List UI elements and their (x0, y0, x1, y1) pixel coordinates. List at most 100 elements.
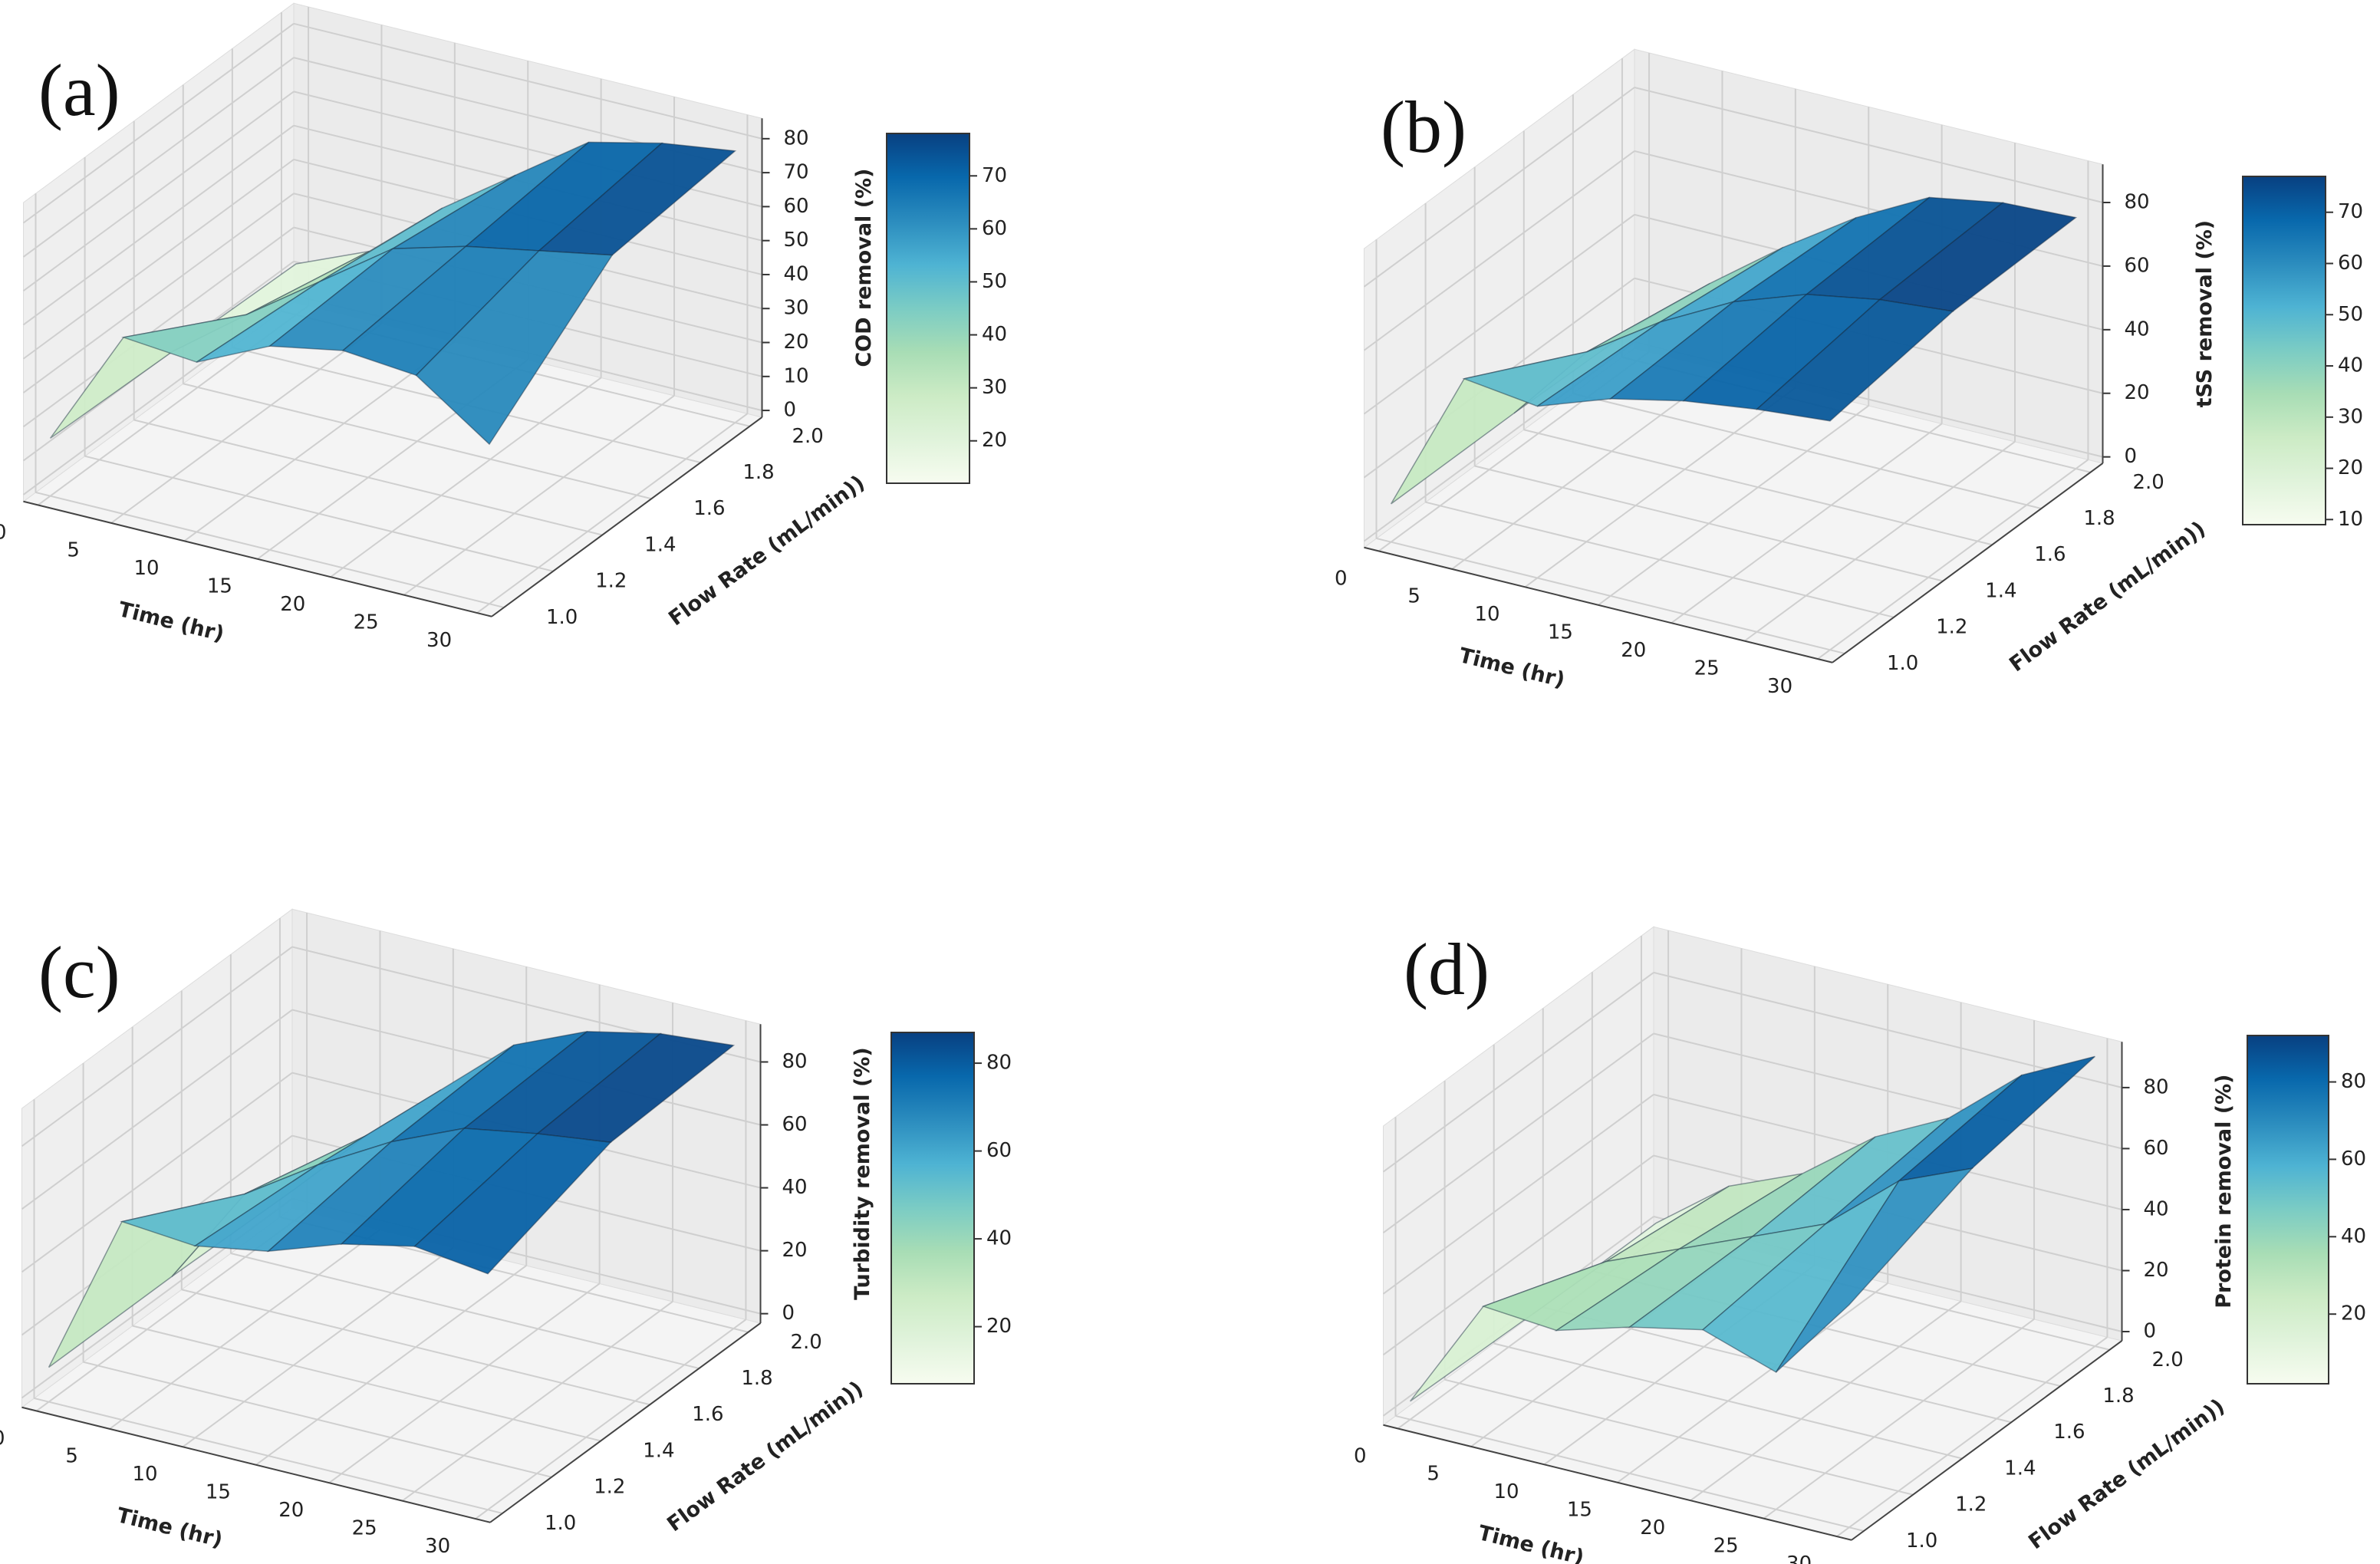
z-axis-label: Protein removal (%) (2212, 1074, 2236, 1308)
y-tick-label: 1.0 (1906, 1529, 1937, 1552)
z-tick-label: 0 (2125, 445, 2138, 468)
grid-line (1363, 87, 1635, 288)
z-tick-label: 20 (782, 1239, 808, 1262)
z-tick-label: 40 (2125, 318, 2150, 341)
y-axis-label: Flow Rate (mL/min)) (2024, 1394, 2229, 1554)
z-tick-label: 60 (784, 195, 809, 218)
y-tick-label: 1.8 (742, 461, 774, 484)
x-tick-label: 15 (1567, 1499, 1592, 1522)
panel-label: (d) (1404, 928, 1490, 1010)
x-tick-label: 15 (1548, 621, 1573, 644)
z-tick-label: 20 (2144, 1259, 2169, 1282)
colorbar-tick-label: 20 (2338, 456, 2363, 479)
grid-line (83, 1361, 552, 1478)
y-tick-label: 2.0 (790, 1331, 821, 1354)
x-tick-label: 20 (1640, 1516, 1665, 1539)
grid-line (21, 946, 293, 1147)
grid-line (1425, 501, 1894, 618)
x-axis-label: Time (hr) (1476, 1521, 1586, 1564)
x-tick-label: 15 (206, 1481, 231, 1504)
y-tick-label: 1.4 (1985, 579, 2016, 602)
x-tick-label: 0 (1335, 567, 1348, 590)
grid-line (1653, 1032, 2122, 1150)
y-tick-label: 1.2 (1936, 616, 1967, 639)
grid-line (1382, 1032, 1654, 1234)
x-tick-label: 10 (132, 1463, 157, 1486)
y-tick-label: 1.2 (595, 570, 627, 593)
x-tick-label: 5 (67, 539, 80, 562)
grid-line (1598, 405, 1869, 606)
panel-label: (b) (1381, 86, 1467, 168)
y-axis-label: Flow Rate (mL/min)) (664, 471, 869, 631)
y-tick-label: 1.8 (741, 1367, 772, 1390)
axis-line (1832, 463, 2104, 663)
y-tick-label: 1.4 (2004, 1457, 2036, 1480)
colorbar-tick-label: 50 (982, 270, 1007, 293)
panel-label: (a) (38, 49, 120, 131)
y-axis-label: Flow Rate (mL/min)) (663, 1377, 867, 1536)
z-axis-label: Turbidity removal (%) (851, 1047, 874, 1300)
grid-line (403, 395, 675, 596)
surface-face (413, 1133, 612, 1275)
x-axis-label: Time (hr) (114, 1503, 225, 1552)
x-tick-label: 20 (278, 1499, 304, 1522)
grid-line (401, 1301, 673, 1502)
z-tick-label: 0 (2144, 1320, 2157, 1343)
y-tick-label: 1.6 (2034, 543, 2066, 566)
grid-line (1474, 465, 1944, 582)
grid-line (110, 323, 383, 524)
grid-line (1523, 429, 1993, 546)
grid-line (328, 1282, 601, 1483)
colorbar (2242, 176, 2326, 525)
x-tick-label: 20 (1621, 639, 1646, 662)
x-tick-label: 30 (425, 1535, 450, 1558)
grid-line (1363, 150, 1635, 351)
grid-line (22, 193, 295, 393)
axis-line (1383, 1424, 1852, 1541)
grid-line (183, 341, 456, 542)
grid-line (1653, 971, 2122, 1088)
colorbar-tick-label: 30 (982, 376, 1007, 399)
grid-line (35, 491, 505, 608)
x-tick-label: 25 (354, 611, 379, 634)
z-tick-label: 20 (784, 331, 809, 354)
x-tick-label: 10 (1474, 603, 1499, 626)
z-tick-label: 10 (784, 364, 809, 387)
y-tick-label: 1.4 (643, 1439, 674, 1462)
y-tick-label: 1.2 (1955, 1493, 1987, 1516)
colorbar-tick-label: 40 (2338, 354, 2363, 377)
grid-line (22, 226, 295, 428)
grid-line (1363, 214, 1635, 415)
colorbar-tick-label: 70 (982, 164, 1007, 187)
y-tick-label: 1.6 (2053, 1421, 2085, 1444)
grid-line (1524, 387, 1796, 588)
z-axis-label: tSS removal (%) (2193, 220, 2217, 408)
grid-line (183, 383, 652, 500)
z-tick-label: 0 (782, 1302, 795, 1325)
grid-line (22, 57, 295, 258)
grid-line (1382, 972, 1654, 1173)
grid-line (34, 1397, 503, 1514)
x-tick-label: 5 (65, 1445, 78, 1468)
y-tick-label: 1.8 (2102, 1385, 2134, 1408)
y-tick-label: 1.0 (546, 606, 578, 629)
grid-line (255, 1265, 527, 1466)
x-axis-label: Time (hr) (116, 598, 226, 647)
grid-line (330, 377, 602, 578)
x-tick-label: 25 (1694, 657, 1720, 680)
axis-line (21, 1406, 491, 1523)
grid-line (1395, 1414, 1865, 1532)
y-tick-label: 1.2 (594, 1476, 625, 1499)
x-tick-label: 20 (280, 593, 305, 616)
surface-face (1897, 1055, 2095, 1182)
grid-line (1382, 1154, 1654, 1356)
y-tick-label: 2.0 (2151, 1348, 2183, 1371)
y-tick-label: 2.0 (792, 425, 823, 448)
colorbar-tick-label: 60 (986, 1139, 1012, 1162)
grid-line (1376, 537, 1845, 654)
axis-line (23, 500, 492, 617)
grid-line (109, 1229, 381, 1430)
z-axis-label: COD removal (%) (852, 169, 876, 367)
x-tick-label: 5 (1427, 1463, 1440, 1486)
